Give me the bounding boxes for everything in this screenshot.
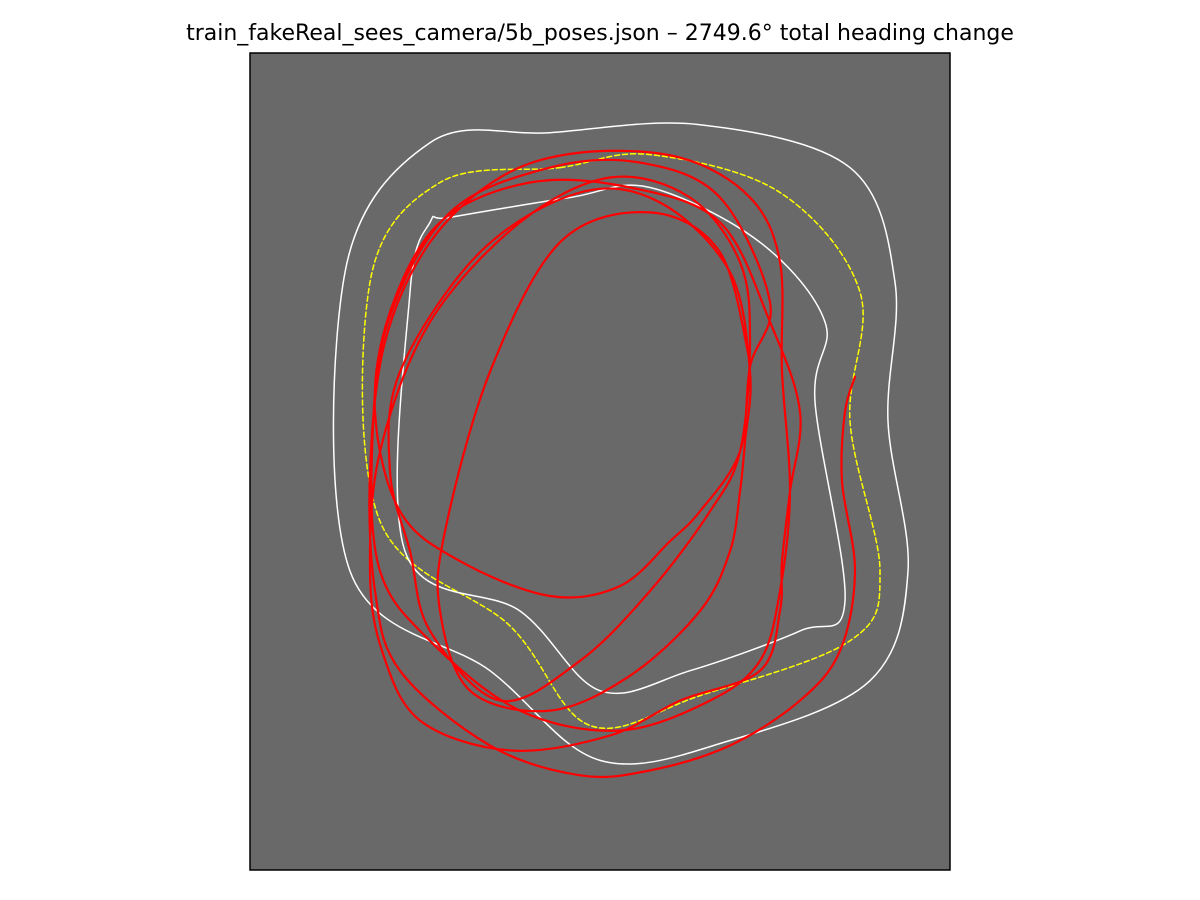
series-layer: [332, 122, 910, 779]
series-centerline: [361, 153, 881, 730]
plot-area: [250, 53, 950, 870]
series-trajectory: [368, 149, 857, 779]
series-inner-boundary: [396, 184, 846, 695]
chart-title: train_fakeReal_sees_camera/5b_poses.json…: [186, 21, 1014, 46]
series-outer-boundary: [332, 122, 910, 765]
plot-frame: [249, 52, 951, 871]
